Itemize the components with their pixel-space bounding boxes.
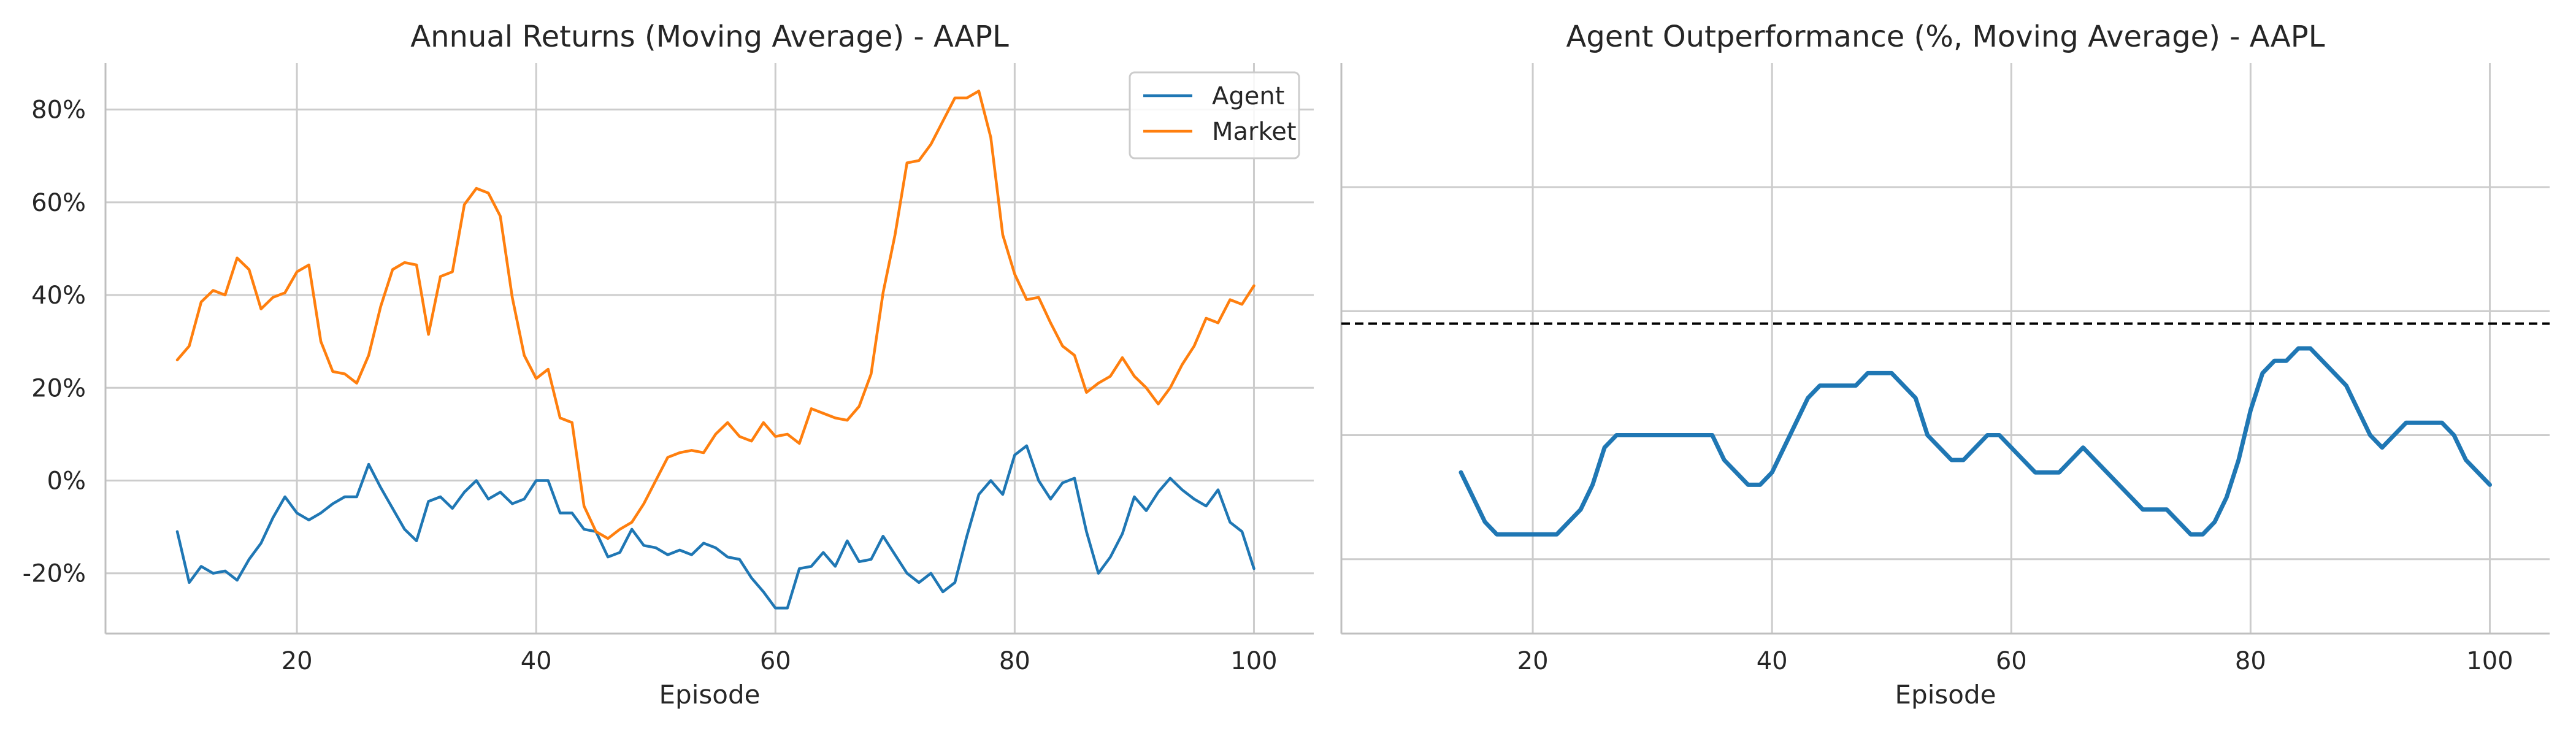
y-tick-label: 20% xyxy=(31,374,86,402)
y-tick-label: -20% xyxy=(23,560,86,588)
x-axis-label: Episode xyxy=(659,680,761,710)
x-tick-label: 100 xyxy=(1230,647,1277,675)
x-tick-label: 40 xyxy=(521,647,552,675)
legend-box xyxy=(1129,71,1300,159)
series-line xyxy=(1459,346,2492,537)
outperformance-chart-panel: 20 40 60 80 100 Agent Outperformance (%, Movi… xyxy=(1340,20,2550,710)
x-tick-label: 60 xyxy=(1996,647,2027,675)
x-axis-label: Episode xyxy=(1895,680,1996,710)
y-tick-label: 60% xyxy=(31,189,86,217)
y-tick-label: 80% xyxy=(31,96,86,125)
x-tick-label: 100 xyxy=(2466,647,2513,675)
chart-title: Annual Returns (Moving Average) - AAPL xyxy=(410,20,1009,54)
agent-series-line xyxy=(175,444,1255,610)
market-legend-label: Market xyxy=(1212,118,1297,146)
market-series-line xyxy=(175,90,1255,540)
x-tick-label: 20 xyxy=(282,647,313,675)
x-tick-label: 20 xyxy=(1517,647,1549,675)
x-tick-label: 60 xyxy=(760,647,791,675)
x-tick-label: 40 xyxy=(1757,647,1788,675)
y-tick-label: 0% xyxy=(47,467,86,495)
returns-chart-panel: 20 40 60 80 100 -20% 0% 20% 40% 60% 80% Annual Retu… xyxy=(23,20,1314,710)
legend: Agent Market xyxy=(1129,71,1300,159)
x-tick-label: 80 xyxy=(999,647,1030,675)
x-tick-label: 80 xyxy=(2235,647,2266,675)
agent-legend-label: Agent xyxy=(1212,82,1284,110)
chart-title: Agent Outperformance (%, Moving Average)… xyxy=(1566,20,2325,54)
y-tick-label: 40% xyxy=(31,282,86,310)
